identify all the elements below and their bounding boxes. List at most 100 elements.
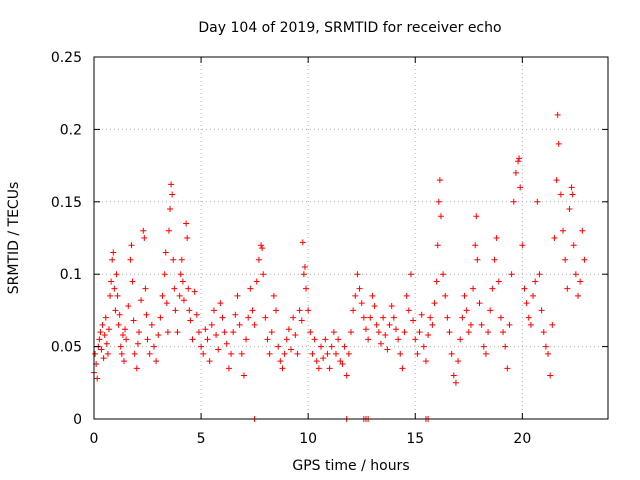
data-point xyxy=(174,329,181,336)
data-point xyxy=(476,300,483,307)
y-tick-label: 0.15 xyxy=(51,195,82,211)
data-point xyxy=(538,307,545,314)
x-tick-label: 15 xyxy=(406,431,424,447)
data-point xyxy=(115,321,122,328)
data-point xyxy=(450,372,457,379)
data-point xyxy=(260,271,267,278)
data-point xyxy=(102,314,109,321)
data-point xyxy=(259,245,266,252)
y-axis-label: SRMTID / TECUs xyxy=(6,182,22,295)
data-point xyxy=(232,311,239,318)
data-point xyxy=(459,314,466,321)
data-point xyxy=(463,307,470,314)
data-point xyxy=(178,256,185,263)
data-point xyxy=(176,292,183,299)
data-point xyxy=(440,271,447,278)
data-point xyxy=(395,336,402,343)
data-point xyxy=(107,292,114,299)
data-point xyxy=(208,321,215,328)
data-point xyxy=(215,346,222,353)
data-point xyxy=(187,317,194,324)
data-point xyxy=(485,329,492,336)
data-point xyxy=(418,311,425,318)
data-point xyxy=(399,365,406,372)
data-point xyxy=(104,350,111,357)
data-point xyxy=(555,140,562,147)
y-tick-label: 0.2 xyxy=(60,122,82,138)
data-point xyxy=(461,292,468,299)
data-point xyxy=(330,329,337,336)
data-point xyxy=(467,321,474,328)
data-point xyxy=(285,326,292,333)
data-point xyxy=(168,181,175,188)
data-point xyxy=(251,321,258,328)
data-point xyxy=(516,155,523,162)
data-point xyxy=(581,256,588,263)
data-point xyxy=(184,235,191,241)
data-point xyxy=(540,329,547,336)
data-point xyxy=(92,350,99,357)
data-point xyxy=(275,343,282,350)
plot-frame xyxy=(93,56,609,420)
data-point xyxy=(452,379,459,386)
data-point xyxy=(446,329,453,336)
data-point xyxy=(119,332,126,339)
data-point xyxy=(371,303,378,310)
data-point xyxy=(110,249,117,256)
data-point xyxy=(356,285,363,292)
data-point xyxy=(377,340,384,347)
data-point xyxy=(292,332,299,339)
data-point xyxy=(161,271,168,278)
data-point xyxy=(243,336,250,343)
data-point xyxy=(162,249,169,256)
data-point xyxy=(568,184,575,191)
data-point xyxy=(350,307,357,314)
data-point xyxy=(225,365,232,372)
data-point xyxy=(206,358,213,365)
y-tick-label: 0 xyxy=(73,412,82,428)
data-point xyxy=(434,242,441,249)
data-point xyxy=(442,292,449,299)
data-point xyxy=(322,336,329,343)
data-point xyxy=(320,355,327,362)
data-point xyxy=(177,271,184,278)
data-point xyxy=(236,321,243,328)
data-point xyxy=(493,235,500,241)
data-point xyxy=(270,292,277,299)
data-point xyxy=(416,329,423,336)
data-point xyxy=(324,350,331,357)
data-point xyxy=(165,227,172,234)
data-point xyxy=(497,314,504,321)
data-point xyxy=(436,177,443,184)
data-point xyxy=(141,235,148,241)
data-point xyxy=(549,321,556,328)
data-point xyxy=(262,314,269,321)
data-point xyxy=(111,285,118,292)
y-tick-label: 0.25 xyxy=(51,50,82,66)
data-point xyxy=(179,278,186,285)
data-point xyxy=(375,329,382,336)
data-point xyxy=(300,271,307,278)
data-point xyxy=(465,329,472,336)
data-point xyxy=(515,158,522,165)
data-point xyxy=(100,355,107,362)
data-point xyxy=(193,311,200,318)
data-point xyxy=(129,278,136,285)
data-point xyxy=(228,350,235,357)
data-point xyxy=(266,350,273,357)
data-point xyxy=(326,365,333,372)
data-point xyxy=(138,297,145,304)
data-point xyxy=(101,332,108,339)
data-point xyxy=(348,329,354,336)
data-point xyxy=(360,314,367,321)
data-point xyxy=(311,336,318,343)
data-point xyxy=(258,242,265,249)
data-point xyxy=(134,340,141,347)
data-point xyxy=(553,177,560,184)
data-point xyxy=(309,350,316,357)
data-point xyxy=(470,285,477,292)
data-point xyxy=(288,346,295,353)
data-point xyxy=(527,321,534,328)
data-point xyxy=(99,321,106,328)
data-point xyxy=(189,336,196,343)
